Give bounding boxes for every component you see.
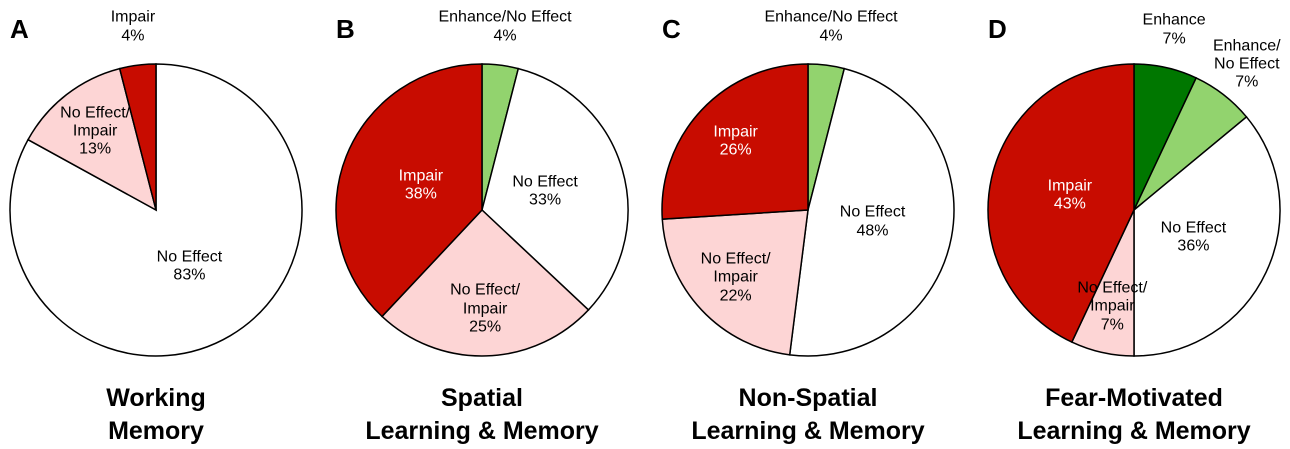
panel-letter: B <box>336 14 355 44</box>
slice-label: Impair 26% <box>713 124 757 161</box>
slice-category: Enhance <box>1142 12 1206 30</box>
slice-label: Impair 38% <box>399 167 443 204</box>
slice-category: Impair <box>110 9 156 27</box>
wedge <box>335 63 483 318</box>
slice-label: No Effect 48% <box>840 204 906 241</box>
chart-title: Working Memory <box>106 384 206 445</box>
wedge <box>27 67 158 212</box>
slice-value: 25% <box>469 318 502 336</box>
slice-value: 7% <box>1235 73 1259 91</box>
wedge <box>380 208 590 357</box>
slice-label: Impair 4% <box>111 9 155 46</box>
wedge <box>481 67 629 312</box>
slice-value: 26% <box>719 142 752 160</box>
wedge <box>661 209 809 356</box>
slice-label: Enhance 7% <box>1143 12 1206 49</box>
slice-value: 4% <box>819 27 843 45</box>
chart-title: Non-Spatial Learning & Memory <box>691 384 925 445</box>
slice-label: No Effect/ Impair 7% <box>1077 279 1147 334</box>
slice-value: 38% <box>404 185 437 203</box>
slice-category: Enhance/ No Effect <box>1212 37 1281 73</box>
slice-category: No Effect <box>512 173 578 191</box>
slice-category: Impair <box>1047 177 1093 195</box>
slice-label: Enhance/ No Effect 7% <box>1213 37 1281 92</box>
slice-category: No Effect/ Impair <box>450 281 521 318</box>
slice-category: No Effect <box>1160 219 1227 237</box>
slice-label: Enhance/No Effect 4% <box>438 9 571 46</box>
slice-category: Impair <box>398 167 444 185</box>
slice-label: No Effect/ Impair 25% <box>450 282 520 337</box>
slice-category: Impair <box>713 123 758 141</box>
slice-value: 7% <box>1100 316 1124 334</box>
panel-letter: C <box>662 14 681 44</box>
slice-category: Enhance/No Effect <box>764 9 898 27</box>
wedge <box>661 63 809 220</box>
slice-category: No Effect/ Impair <box>1077 279 1148 315</box>
slice-label: No Effect 83% <box>157 248 223 285</box>
wedge <box>1133 115 1281 357</box>
slice-label: No Effect 36% <box>1161 220 1227 257</box>
slice-value: 43% <box>1053 195 1086 213</box>
chart-title: Spatial Learning & Memory <box>365 384 599 445</box>
wedge <box>118 63 157 211</box>
slice-value: 4% <box>493 27 517 45</box>
slice-label: No Effect 33% <box>512 173 578 210</box>
wedge <box>788 67 955 357</box>
slice-value: 22% <box>719 287 752 305</box>
slice-value: 48% <box>856 222 889 240</box>
slice-value: 36% <box>1177 237 1210 255</box>
panel-letter: A <box>10 14 29 44</box>
slice-value: 13% <box>79 140 112 158</box>
slice-category: No Effect <box>839 203 906 221</box>
slice-category: Enhance/No Effect <box>438 9 572 27</box>
panel-letter: D <box>988 14 1007 44</box>
slice-value: 4% <box>121 27 145 45</box>
slice-value: 7% <box>1162 30 1186 48</box>
slice-label: No Effect/ Impair 13% <box>60 104 130 159</box>
slice-category: No Effect/ Impair <box>60 103 131 140</box>
slice-value: 83% <box>173 266 206 284</box>
slice-value: 33% <box>529 191 562 209</box>
slice-label: Impair 43% <box>1048 177 1092 214</box>
chart-title: Fear-Motivated Learning & Memory <box>1017 384 1251 445</box>
slice-label: No Effect/ Impair 22% <box>701 250 771 305</box>
slice-category: No Effect <box>156 248 223 266</box>
wedge <box>987 63 1135 344</box>
slice-category: No Effect/ Impair <box>700 250 771 286</box>
slice-label: Enhance/No Effect 4% <box>764 9 897 46</box>
